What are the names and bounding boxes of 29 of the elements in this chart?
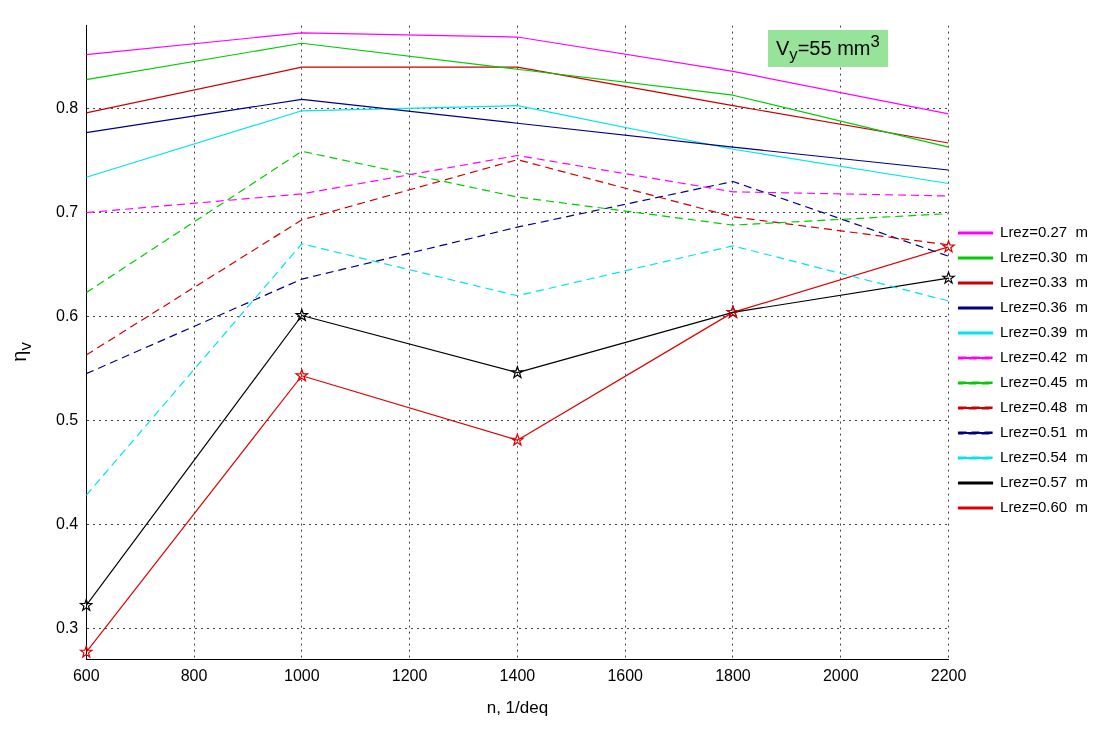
legend-label: Lrez=0.54 m	[1000, 448, 1088, 466]
legend-label: Lrez=0.27 m	[1000, 223, 1088, 241]
legend-label: Lrez=0.57 m	[1000, 473, 1088, 491]
legend-label: Lrez=0.42 m	[1000, 348, 1088, 366]
x-tick-label: 2200	[930, 667, 967, 685]
x-axis-title: n, 1/deq	[486, 698, 549, 718]
y-tick-label: 0.6	[55, 306, 79, 324]
y-tick-label: 0.3	[55, 618, 79, 636]
legend-label: Lrez=0.51 m	[1000, 423, 1088, 441]
legend-label: Lrez=0.39 m	[1000, 323, 1088, 341]
x-tick-label: 1600	[607, 667, 644, 685]
legend-label: Lrez=0.30 m	[1000, 248, 1088, 266]
x-tick-label: 600	[72, 667, 100, 685]
x-tick-label: 1400	[499, 667, 536, 685]
legend-label: Lrez=0.45 m	[1000, 373, 1088, 391]
x-tick-label: 1000	[284, 667, 320, 685]
legend-label: Lrez=0.36 m	[1000, 298, 1088, 316]
x-tick-label: 1200	[391, 667, 428, 685]
y-tick-label: 0.8	[55, 99, 79, 117]
legend-label: Lrez=0.33 m	[1000, 273, 1088, 291]
legend-label: Lrez=0.48 m	[1000, 398, 1088, 416]
legend-label: Lrez=0.60 m	[1000, 498, 1088, 516]
annotation: V$_{y}$=55 mm$^{3}$	[768, 30, 888, 67]
y-tick-label: 0.4	[55, 514, 79, 532]
x-tick-label: 1800	[715, 667, 751, 685]
y-tick-label: 0.7	[55, 203, 79, 221]
y-tick-label: 0.5	[55, 410, 79, 428]
x-tick-label: 800	[180, 667, 208, 685]
x-tick-label: 2000	[822, 667, 859, 685]
